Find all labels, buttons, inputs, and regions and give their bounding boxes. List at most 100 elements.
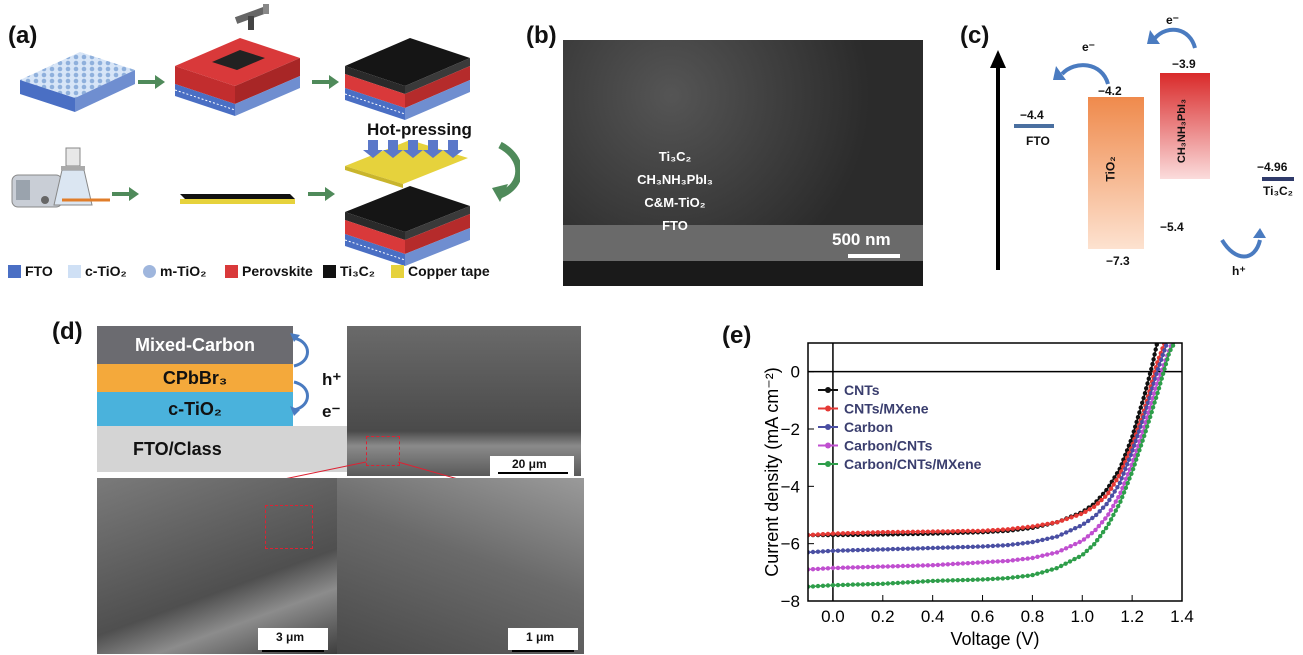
data-point <box>1146 419 1151 424</box>
data-point <box>1050 535 1055 540</box>
data-point <box>845 531 851 536</box>
data-point <box>815 583 821 589</box>
data-point <box>875 530 881 535</box>
data-point <box>890 529 896 535</box>
data-point <box>1049 567 1054 572</box>
data-point <box>965 528 971 534</box>
spray-gun-icon <box>234 4 269 30</box>
data-point <box>1058 563 1064 569</box>
layer-ti3c2: Ti₃C₂ <box>658 149 692 164</box>
data-point <box>1000 543 1006 548</box>
data-point <box>1040 522 1045 527</box>
perovskite-band <box>1160 73 1210 179</box>
data-point <box>1010 558 1015 563</box>
data-point <box>1103 525 1109 531</box>
data-point <box>1054 550 1060 555</box>
data-point <box>1159 357 1164 362</box>
ti3c2-level <box>1262 177 1294 181</box>
data-point <box>1099 497 1104 503</box>
hole-label: h⁺ <box>1232 264 1246 278</box>
data-point <box>845 582 851 587</box>
data-point <box>995 527 1001 533</box>
legend-label-3: Carbon/CNTs <box>844 438 933 454</box>
data-point <box>1015 574 1020 580</box>
data-point <box>975 528 981 534</box>
data-point <box>960 528 966 534</box>
x-tick-label: 0.0 <box>821 607 845 626</box>
perov-top-value: −3.9 <box>1172 57 1196 71</box>
data-point <box>900 546 906 551</box>
data-point <box>1069 515 1074 520</box>
data-point <box>910 563 916 568</box>
data-point <box>1154 381 1160 386</box>
data-point <box>930 529 936 534</box>
data-point <box>1118 490 1123 495</box>
data-point <box>1107 497 1112 503</box>
data-point <box>875 581 881 587</box>
data-point <box>985 559 990 565</box>
data-point <box>920 529 926 534</box>
data-point <box>1025 524 1030 530</box>
y-tick-label: −8 <box>781 592 800 611</box>
panel-a-schematic <box>11 4 520 266</box>
data-point <box>870 530 876 535</box>
sem-image-b <box>563 40 923 286</box>
data-point <box>1158 381 1163 386</box>
electron-arrow-icon <box>293 380 309 412</box>
data-point <box>1150 386 1155 391</box>
data-point <box>1147 395 1152 401</box>
data-point <box>960 544 966 550</box>
data-point <box>1068 528 1073 533</box>
data-point <box>1153 386 1158 391</box>
layer-cm-tio2: C&M-TiO₂ <box>644 195 706 210</box>
data-point <box>975 577 980 582</box>
data-point <box>1154 371 1159 377</box>
data-point <box>940 545 946 550</box>
data-point <box>900 580 906 585</box>
data-point <box>1106 512 1111 517</box>
data-point <box>1054 534 1060 539</box>
data-point <box>825 548 831 554</box>
data-point <box>1155 367 1161 372</box>
data-point <box>1149 409 1154 415</box>
data-point <box>1134 419 1139 425</box>
data-point <box>930 578 936 584</box>
data-point <box>1015 557 1020 562</box>
y-axis-label: Current density (mA cm⁻²) <box>762 367 782 577</box>
data-point <box>905 563 911 569</box>
data-point <box>1025 540 1030 545</box>
data-point <box>835 531 841 536</box>
data-point <box>855 582 861 587</box>
data-point <box>1112 489 1117 494</box>
scale-box-1 <box>508 628 578 650</box>
data-point <box>830 583 836 588</box>
data-point <box>1090 515 1095 521</box>
data-point <box>810 567 816 572</box>
data-point <box>1152 352 1157 357</box>
data-point <box>1152 376 1158 381</box>
x-tick-label: 0.2 <box>871 607 895 626</box>
data-point <box>970 577 975 582</box>
data-point <box>1160 371 1166 376</box>
data-point <box>965 577 970 583</box>
data-point <box>1020 556 1025 562</box>
data-point <box>1111 482 1116 487</box>
data-point <box>1123 466 1128 472</box>
data-point <box>1165 357 1170 362</box>
data-point <box>1159 376 1164 381</box>
data-point <box>1100 529 1106 535</box>
data-point <box>1142 433 1147 439</box>
data-point <box>910 546 916 551</box>
electron-label-2: e⁻ <box>1166 13 1180 27</box>
data-point <box>880 530 886 535</box>
layer-fto: FTO <box>662 218 688 233</box>
data-point <box>1145 424 1150 429</box>
curved-arrow-icon <box>498 141 520 199</box>
data-point <box>980 577 985 582</box>
scale-label-1um: 1 μm <box>526 630 555 644</box>
data-point <box>950 561 956 567</box>
data-point <box>915 563 921 568</box>
data-point <box>1153 347 1158 352</box>
data-point <box>810 532 816 537</box>
data-point <box>1000 527 1006 532</box>
